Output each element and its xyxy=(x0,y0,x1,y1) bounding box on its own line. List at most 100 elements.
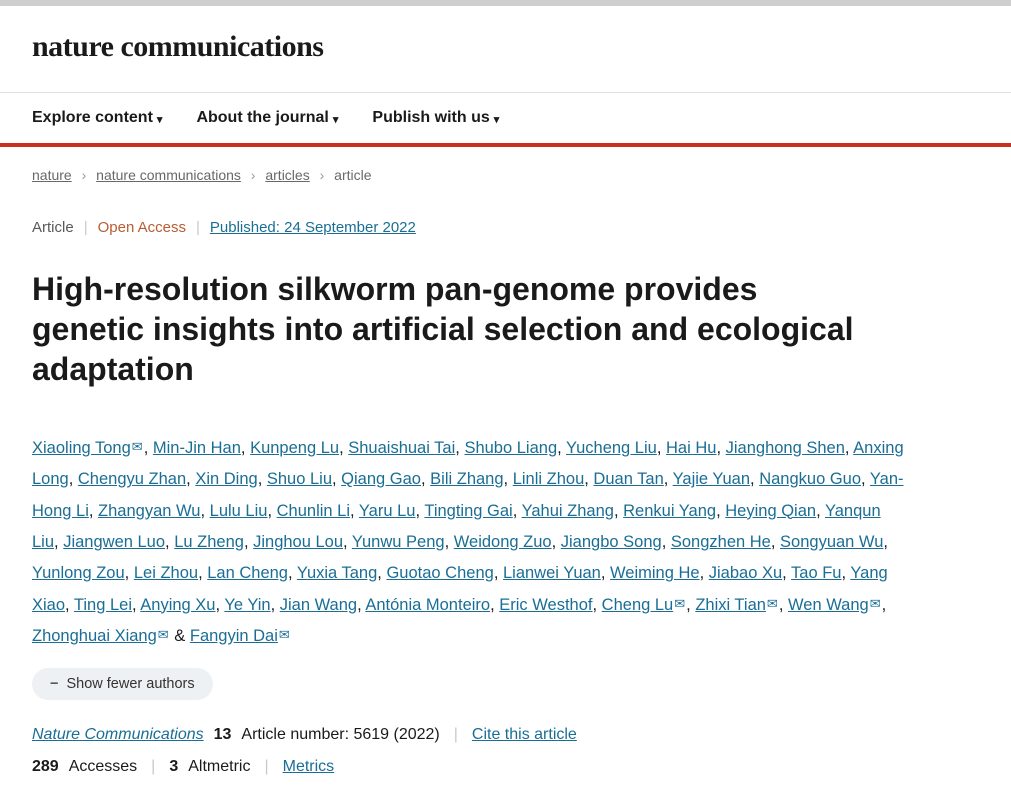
author-link-30[interactable]: Lu Zheng xyxy=(174,533,244,551)
author-separator-comma: , xyxy=(125,564,134,582)
mail-icon[interactable]: ✉ xyxy=(767,592,778,617)
article-meta-row: Article | Open Access | Published: 24 Se… xyxy=(0,183,1011,236)
article-type-label: Article xyxy=(32,219,74,236)
mail-icon[interactable]: ✉ xyxy=(158,623,169,648)
author-link-48[interactable]: Anying Xu xyxy=(140,596,215,614)
author-link-41[interactable]: Guotao Cheng xyxy=(386,564,493,582)
author-link-37[interactable]: Yunlong Zou xyxy=(32,564,125,582)
breadcrumb-item-articles[interactable]: articles xyxy=(265,167,309,183)
author-separator-comma: , xyxy=(657,439,666,457)
author-link-56[interactable]: Zhonghuai Xiang xyxy=(32,627,157,645)
metrics-link[interactable]: Metrics xyxy=(283,758,335,776)
authors-list: Xiaoling Tong✉, Min-Jin Han, Kunpeng Lu,… xyxy=(0,411,940,652)
author-link-32[interactable]: Yunwu Peng xyxy=(352,533,445,551)
author-link-36[interactable]: Songyuan Wu xyxy=(780,533,883,551)
citation-row: Nature Communications 13 Article number:… xyxy=(0,700,1011,744)
accesses-count: 289 xyxy=(32,758,59,776)
author-link-49[interactable]: Ye Yin xyxy=(224,596,270,614)
author-separator-comma: , xyxy=(271,596,280,614)
author-link-5[interactable]: Shubo Liang xyxy=(464,439,557,457)
author-separator-comma: , xyxy=(662,533,671,551)
author-separator-comma: , xyxy=(494,564,503,582)
author-link-16[interactable]: Duan Tan xyxy=(593,470,663,488)
author-link-35[interactable]: Songzhen He xyxy=(671,533,771,551)
author-link-52[interactable]: Eric Westhof xyxy=(499,596,592,614)
mail-icon[interactable]: ✉ xyxy=(870,592,881,617)
author-link-3[interactable]: Kunpeng Lu xyxy=(250,439,339,457)
author-separator-comma: , xyxy=(144,439,153,457)
nav-item-about-journal[interactable]: About the journal ▾ xyxy=(196,109,338,127)
author-separator-comma: , xyxy=(244,533,253,551)
author-link-14[interactable]: Bili Zhang xyxy=(430,470,503,488)
mail-icon[interactable]: ✉ xyxy=(674,592,685,617)
author-link-18[interactable]: Nangkuo Guo xyxy=(759,470,861,488)
main-nav-bar: Explore content ▾ About the journal ▾ Pu… xyxy=(0,93,1011,143)
nav-item-publish-with-us[interactable]: Publish with us ▾ xyxy=(372,109,499,127)
author-link-43[interactable]: Weiming He xyxy=(610,564,700,582)
author-link-8[interactable]: Jianghong Shen xyxy=(726,439,845,457)
author-link-51[interactable]: Antónia Monteiro xyxy=(365,596,490,614)
chevron-down-icon: ▾ xyxy=(333,113,339,126)
breadcrumb-item-nature-communications[interactable]: nature communications xyxy=(96,167,241,183)
author-link-53[interactable]: Cheng Lu xyxy=(602,596,674,614)
author-link-39[interactable]: Lan Cheng xyxy=(207,564,288,582)
author-link-23[interactable]: Yaru Lu xyxy=(359,502,416,520)
breadcrumb-item-nature[interactable]: nature xyxy=(32,167,72,183)
author-separator-comma: , xyxy=(816,502,825,520)
nav-item-explore-content[interactable]: Explore content ▾ xyxy=(32,109,162,127)
mail-icon[interactable]: ✉ xyxy=(279,623,290,648)
author-separator-comma: , xyxy=(716,502,725,520)
show-fewer-authors-button[interactable]: − Show fewer authors xyxy=(32,668,213,700)
author-link-13[interactable]: Qiang Gao xyxy=(341,470,421,488)
author-link-55[interactable]: Wen Wang xyxy=(788,596,869,614)
author-link-25[interactable]: Yahui Zhang xyxy=(522,502,614,520)
author-link-45[interactable]: Tao Fu xyxy=(791,564,841,582)
author-link-24[interactable]: Tingting Gai xyxy=(424,502,512,520)
published-date-link[interactable]: Published: 24 September 2022 xyxy=(210,219,416,236)
author-link-33[interactable]: Weidong Zuo xyxy=(454,533,552,551)
breadcrumb-item-article: article xyxy=(334,167,371,183)
author-separator-comma: , xyxy=(861,470,870,488)
author-link-47[interactable]: Ting Lei xyxy=(74,596,132,614)
author-separator-comma: , xyxy=(186,470,195,488)
cite-this-article-link[interactable]: Cite this article xyxy=(472,726,577,744)
author-separator-comma: , xyxy=(421,470,430,488)
author-link-12[interactable]: Shuo Liu xyxy=(267,470,332,488)
author-link-44[interactable]: Jiabao Xu xyxy=(709,564,782,582)
author-link-54[interactable]: Zhixi Tian xyxy=(695,596,766,614)
show-fewer-row: − Show fewer authors xyxy=(0,652,1011,700)
author-link-57[interactable]: Fangyin Dai xyxy=(190,627,278,645)
author-link-50[interactable]: Jian Wang xyxy=(280,596,357,614)
author-link-11[interactable]: Xin Ding xyxy=(195,470,257,488)
author-link-42[interactable]: Lianwei Yuan xyxy=(503,564,601,582)
minus-icon: − xyxy=(50,676,58,692)
author-link-4[interactable]: Shuaishuai Tai xyxy=(348,439,455,457)
author-link-6[interactable]: Yucheng Liu xyxy=(566,439,657,457)
author-link-29[interactable]: Jiangwen Luo xyxy=(63,533,165,551)
author-link-34[interactable]: Jiangbo Song xyxy=(561,533,662,551)
author-link-40[interactable]: Yuxia Tang xyxy=(297,564,377,582)
author-link-15[interactable]: Linli Zhou xyxy=(513,470,585,488)
author-link-21[interactable]: Lulu Liu xyxy=(210,502,268,520)
author-separator-amp: & xyxy=(170,627,190,645)
author-link-10[interactable]: Chengyu Zhan xyxy=(78,470,186,488)
author-link-31[interactable]: Jinghou Lou xyxy=(253,533,343,551)
author-link-26[interactable]: Renkui Yang xyxy=(623,502,716,520)
author-separator-comma: , xyxy=(614,502,623,520)
author-separator-comma: , xyxy=(779,596,788,614)
open-access-label: Open Access xyxy=(98,219,186,236)
mail-icon[interactable]: ✉ xyxy=(132,435,143,460)
author-link-20[interactable]: Zhangyan Wu xyxy=(98,502,200,520)
author-separator-comma: , xyxy=(339,439,348,457)
author-link-7[interactable]: Hai Hu xyxy=(666,439,716,457)
author-separator-comma: , xyxy=(198,564,207,582)
journal-name-link[interactable]: Nature Communications xyxy=(32,726,204,744)
author-separator-comma: , xyxy=(504,470,513,488)
author-link-17[interactable]: Yajie Yuan xyxy=(673,470,750,488)
author-link-1[interactable]: Xiaoling Tong xyxy=(32,439,131,457)
author-link-22[interactable]: Chunlin Li xyxy=(277,502,350,520)
author-separator-comma: , xyxy=(69,470,78,488)
author-link-27[interactable]: Heying Qian xyxy=(725,502,816,520)
author-link-38[interactable]: Lei Zhou xyxy=(134,564,198,582)
author-link-2[interactable]: Min-Jin Han xyxy=(153,439,241,457)
